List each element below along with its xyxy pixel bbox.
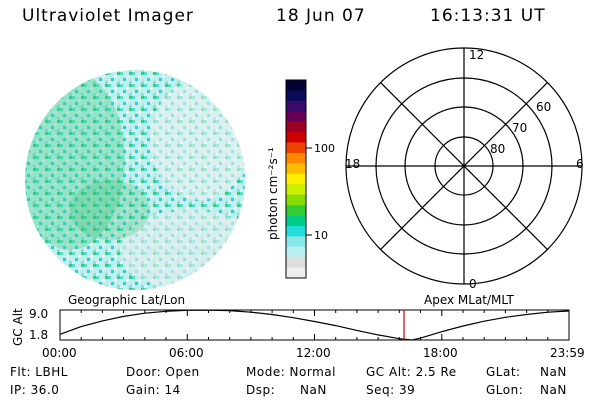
door-info: Door: Open — [126, 365, 200, 379]
colorbar-swatch — [286, 246, 306, 258]
x-tick-label-1200: 12:00 — [296, 346, 331, 360]
colorbar-swatch — [286, 267, 306, 279]
glat-label: GLat: — [486, 365, 521, 379]
polar-label-top: 12 — [469, 48, 484, 62]
colorbar-swatch — [286, 184, 306, 196]
colorbar-swatch — [286, 132, 306, 144]
mode-info: Mode: Normal — [246, 365, 336, 379]
polar-diagonal-2 — [380, 82, 548, 250]
time-label: 16:13:31 UT — [430, 6, 546, 26]
y-tick-label-1-8: 1.8 — [29, 328, 49, 342]
colorbar-swatch — [286, 236, 306, 248]
polar-label-left: 18 — [345, 157, 360, 171]
instrument-title: Ultraviolet Imager — [22, 6, 194, 26]
colorbar-swatch — [286, 152, 306, 164]
x-tick-label-2359: 23:59 — [550, 346, 585, 360]
colorbar-swatch — [286, 100, 306, 112]
geographic-label: Geographic Lat/Lon — [68, 293, 186, 307]
colorbar-frame — [285, 79, 307, 279]
dsp-label: Dsp: — [246, 383, 276, 397]
polar-label-bottom: 0 — [469, 277, 477, 291]
polar-lat-label-60: 60 — [536, 100, 551, 114]
colorbar-swatch — [286, 173, 306, 185]
colorbar-swatch — [286, 163, 306, 175]
x-tick-label-1800: 18:00 — [423, 346, 458, 360]
glon-label: GLon: — [486, 383, 524, 397]
colorbar-swatch — [286, 121, 306, 133]
polar-lat-label-80: 80 — [490, 142, 505, 156]
colorbar-tick-label-10: 10 — [314, 229, 328, 242]
colorbar-swatch — [286, 142, 306, 154]
gc-alt-info: GC Alt: 2.5 Re — [366, 365, 457, 379]
colorbar-swatch — [286, 225, 306, 237]
colorbar-swatch — [286, 257, 306, 269]
polar-plot — [345, 47, 583, 285]
timeline-axis-title: GC Alt — [11, 308, 25, 346]
auroral-image — [25, 70, 245, 290]
polar-label-right: 6 — [576, 157, 584, 171]
colorbar-tick-label-100: 100 — [314, 142, 335, 155]
seq-info: Seq: 39 — [366, 383, 416, 397]
glon-value: NaN — [540, 383, 567, 397]
date-label: 18 Jun 07 — [276, 6, 366, 26]
colorbar — [286, 80, 306, 279]
filter-info: Flt: LBHL — [10, 365, 68, 379]
colorbar-swatch — [286, 80, 306, 91]
x-tick-label-0000: 00:00 — [42, 346, 77, 360]
colorbar-swatch — [286, 205, 306, 216]
colorbar-unit-label: photon cm⁻²s⁻¹ — [266, 147, 280, 240]
ip-info: IP: 36.0 — [10, 383, 60, 397]
x-tick-label-0600: 06:00 — [169, 346, 204, 360]
polar-lat-label-70: 70 — [512, 121, 527, 135]
glat-value: NaN — [540, 365, 567, 379]
dsp-value: NaN — [300, 383, 327, 397]
timeline-ticks — [59, 310, 570, 340]
altitude-curve — [59, 309, 569, 341]
y-tick-label-9: 9.0 — [29, 307, 49, 321]
colorbar-swatch — [286, 90, 306, 102]
colorbar-swatch — [286, 194, 306, 206]
gain-info: Gain: 14 — [126, 383, 181, 397]
colorbar-swatch — [286, 111, 306, 123]
apex-label: Apex MLat/MLT — [424, 293, 514, 307]
colorbar-swatch — [286, 215, 306, 227]
